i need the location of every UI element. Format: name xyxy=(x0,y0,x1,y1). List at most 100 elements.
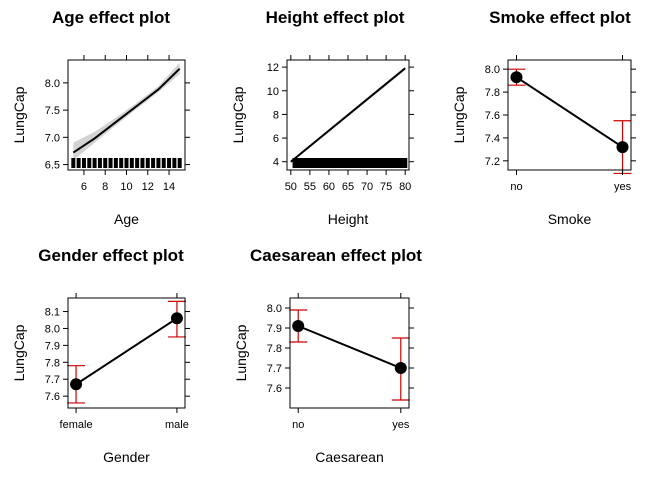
x-tick-label: 6 xyxy=(81,181,87,193)
x-tick-label: 65 xyxy=(342,181,354,193)
rug-mark xyxy=(108,158,113,168)
rug-mark xyxy=(323,158,328,168)
rug-mark xyxy=(342,158,347,168)
rug-mark xyxy=(387,158,393,168)
rug-mark xyxy=(172,158,177,168)
x-tick-label: female xyxy=(60,419,93,431)
effect-point xyxy=(616,141,629,154)
y-tick-label: 4 xyxy=(273,157,279,169)
rug-mark xyxy=(97,158,102,168)
rug-mark xyxy=(76,158,81,168)
y-tick-label: 6 xyxy=(273,133,279,145)
y-tick-label: 7.6 xyxy=(485,110,500,122)
effect-point xyxy=(170,312,183,325)
rug-mark xyxy=(167,158,172,168)
y-tick-label: 7.5 xyxy=(45,105,60,117)
effect-line xyxy=(290,67,406,163)
rug-mark xyxy=(177,158,182,168)
x-tick-label: male xyxy=(165,419,189,431)
y-tick-label: 8 xyxy=(273,109,279,121)
y-tick-label: 7.6 xyxy=(45,391,60,403)
x-tick-label: 60 xyxy=(323,181,335,193)
rug-mark xyxy=(315,158,320,168)
y-tick-label: 7.9 xyxy=(45,340,60,352)
y-tick-label: 8.1 xyxy=(45,307,60,319)
effect-line xyxy=(297,325,402,369)
rug-mark xyxy=(403,158,408,168)
y-axis-label: LungCap xyxy=(233,324,249,381)
panel-1: Age effect plot 6 8 10 12 14 6.5 7.0 7.5 8.0 Age Lu… xyxy=(11,8,190,227)
panel-4: Gender effect plot female male 7.6 7.7 7.8 7.9… xyxy=(11,246,190,465)
rug-mark xyxy=(145,158,150,168)
rug-mark xyxy=(399,158,404,168)
rug-mark xyxy=(307,158,312,168)
y-axis-label: LungCap xyxy=(11,86,27,143)
rug-mark xyxy=(368,158,373,168)
x-tick-label: 12 xyxy=(142,181,154,193)
effect-point xyxy=(510,71,523,84)
y-tick-label: 7.7 xyxy=(45,374,60,386)
effect-line xyxy=(72,67,181,154)
panel-3: Smoke effect plot no yes 7.2 7.4 7.6 7.8 8.0 Smo… xyxy=(451,8,636,227)
x-tick-label: 80 xyxy=(399,181,411,193)
rug-mark xyxy=(103,158,108,168)
rug-mark xyxy=(71,158,76,168)
rug-mark xyxy=(395,158,400,168)
rug-mark xyxy=(161,158,166,168)
rug-mark xyxy=(319,158,324,168)
y-tick-label: 8.0 xyxy=(45,78,60,90)
panel-2: Height effect plot 50 55 60 65 70 75 80 4 6 8 10 12 H… xyxy=(230,8,414,227)
rug-mark xyxy=(151,158,156,168)
rug-mark xyxy=(119,158,124,168)
x-tick-label: yes xyxy=(614,181,632,193)
x-tick-label: 70 xyxy=(361,181,373,193)
rug-mark xyxy=(338,158,343,168)
x-tick-label: no xyxy=(510,181,522,193)
effect-line xyxy=(515,76,624,148)
x-axis-label: Caesarean xyxy=(315,449,384,465)
rug-mark xyxy=(140,158,145,168)
panel-5: Caesarean effect plot no yes 7.6 7.7 7.8 7.9 8.… xyxy=(233,246,422,465)
plot-frame xyxy=(507,59,632,171)
rug-mark xyxy=(81,158,86,168)
y-tick-label: 7.0 xyxy=(45,132,60,144)
rug-mark xyxy=(349,158,354,168)
y-axis-label: LungCap xyxy=(230,86,246,143)
rug-mark xyxy=(372,158,377,168)
x-tick-label: 10 xyxy=(120,181,132,193)
y-tick-label: 7.9 xyxy=(267,323,282,335)
panel-title: Age effect plot xyxy=(52,8,170,27)
rug-mark xyxy=(296,158,301,168)
rug-mark xyxy=(361,158,366,168)
plot-frame xyxy=(289,297,410,409)
y-axis-label: LungCap xyxy=(11,324,27,381)
x-tick-label: 55 xyxy=(304,181,316,193)
rug-mark xyxy=(364,158,370,168)
x-axis-label: Smoke xyxy=(548,211,592,227)
y-tick-label: 7.8 xyxy=(267,343,282,355)
y-tick-label: 8.0 xyxy=(45,323,60,335)
x-axis-label: Height xyxy=(328,211,369,227)
panel-title: Caesarean effect plot xyxy=(250,246,422,265)
x-tick-label: yes xyxy=(392,419,410,431)
y-tick-label: 8.0 xyxy=(485,64,500,76)
x-axis-label: Age xyxy=(114,211,139,227)
rug-mark xyxy=(384,158,389,168)
plot-frame xyxy=(67,297,186,409)
rug-mark xyxy=(92,158,97,168)
y-tick-label: 7.6 xyxy=(267,383,282,395)
y-tick-label: 6.5 xyxy=(45,160,60,172)
x-tick-label: 75 xyxy=(380,181,392,193)
effect-point xyxy=(292,320,305,332)
y-tick-label: 12 xyxy=(267,62,279,74)
rug-mark xyxy=(129,158,134,168)
y-tick-label: 7.8 xyxy=(45,357,60,369)
y-tick-label: 7.4 xyxy=(485,133,500,145)
effect-line xyxy=(75,317,178,386)
panel-title: Smoke effect plot xyxy=(489,8,631,27)
rug-mark xyxy=(311,158,316,168)
rug-mark xyxy=(303,158,309,168)
rug-mark xyxy=(135,158,140,168)
rug-mark xyxy=(353,158,358,168)
